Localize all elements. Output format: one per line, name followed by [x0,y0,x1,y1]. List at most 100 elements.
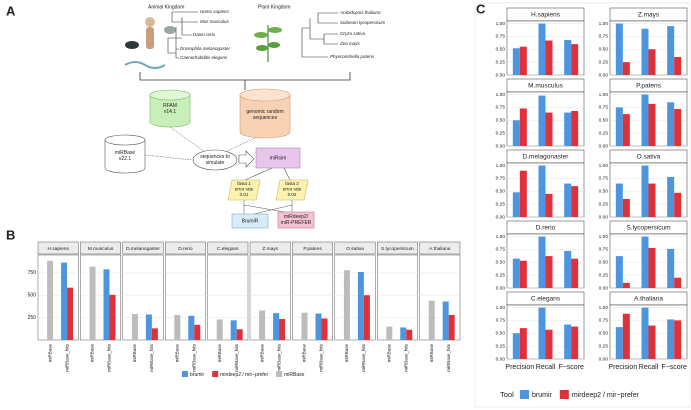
x-tick-label: miRBase_hits [191,343,196,372]
legend-swatch [559,390,569,399]
x-tick-label: miRBase [90,344,95,363]
bar [674,192,682,217]
bar [674,108,682,146]
plot-area [377,254,418,341]
plant-icon [254,25,282,62]
node-label: v14.1 [164,109,176,115]
y-tick-label: 250 [28,315,37,321]
bar [538,165,546,217]
connector [243,200,297,215]
facet-strip [122,241,164,255]
connector [244,167,291,181]
y-tick-label: 0.25 [599,130,609,136]
facet-strip [164,241,206,255]
y-tick-label: 0.75 [496,105,506,111]
bar [109,294,116,340]
facet-strip [377,241,418,255]
facet-title: H.sapiens [48,246,70,252]
arrow [238,150,255,168]
bar [538,23,546,76]
bar [194,324,201,340]
facet-title: M.musculus [528,83,563,90]
y-tick-label: 0.00 [496,143,506,149]
y-tick-label: 1.00 [599,305,609,311]
y-tick-label: 1.00 [496,234,506,240]
bar [641,165,649,217]
bar [545,329,553,359]
bracket [139,72,351,90]
y-tick-label: 1.00 [496,163,506,169]
bar [89,266,96,340]
x-tick-label: miRBase [175,344,180,363]
bar [641,307,649,359]
x-tick-label: F−score [661,364,687,371]
bar [519,260,527,288]
plot-area [122,254,164,341]
x-tick-label: miRBase_hits [361,343,366,372]
y-tick-label: 1.00 [599,163,609,169]
node-label: 0.01 [240,192,249,197]
x-tick-label: miRBase_hits [403,343,408,372]
y-tick-label: 0.00 [599,72,609,78]
node-mirdeep: miRdeep2/miR-PREFER [277,211,315,229]
y-tick-label: 0.00 [599,214,609,220]
node-label: fasta 1 [237,181,251,186]
x-tick-label: miRBase_hits [276,343,281,372]
bar [279,318,286,340]
y-tick-label: 0.50 [599,47,609,53]
bar [571,258,579,288]
bar [648,103,656,146]
x-tick-label: miRBase_hits [64,343,69,372]
bar [131,314,138,340]
y-tick-label: 0.00 [599,285,609,291]
node-brumir: BrumiR [231,213,269,229]
bar [321,318,328,340]
x-tick-label: miRBase [429,344,434,363]
y-tick-label: 0.25 [599,343,609,349]
y-tick-label: 1.00 [496,305,506,311]
y-tick-label: 0.25 [599,201,609,207]
species: Arabidopsis thaliana [339,10,381,15]
bar [622,114,630,146]
legend-swatch [182,371,188,377]
bar [545,112,553,146]
bar [406,329,413,340]
kingdom-title: Plant Kingdom [258,4,291,10]
bar [667,319,675,359]
x-tick-label: miRBase [132,344,137,363]
bar [564,183,572,217]
x-tick-label: miRBase_hits [107,343,112,372]
x-tick-label: miRBase [344,344,349,363]
species: Solanum lycopersicum [340,20,386,25]
x-tick-label: miRBase_hits [319,343,324,372]
facet-title: P.patens [636,83,662,90]
legend-swatch [520,390,529,399]
node-label: miRdeep2/ [284,214,309,220]
legend-label: miRBase [284,372,305,378]
y-tick-label: 500 [28,293,37,299]
y-tick-label: 0.00 [599,143,609,149]
bar [519,108,527,146]
bar [442,301,449,340]
bar [512,120,520,146]
bar [641,236,649,288]
bar [512,333,520,359]
y-tick-label: 0.75 [496,247,506,253]
node-label: v22.1 [119,156,131,162]
node-sequences: sequences to simulate [192,149,238,171]
y-tick-label: 0.00 [496,285,506,291]
bar [386,326,393,340]
facet-title: Z.mays [638,12,660,19]
node-label: fasta 2 [285,181,299,186]
panel-c-frame [474,2,691,408]
x-tick-label: Recall [639,364,659,371]
bar [301,312,308,340]
bar [519,328,527,359]
connector [144,126,256,161]
bar [216,319,223,340]
y-tick-label: 1.00 [496,21,506,27]
species: Oryza sativa [340,31,366,36]
